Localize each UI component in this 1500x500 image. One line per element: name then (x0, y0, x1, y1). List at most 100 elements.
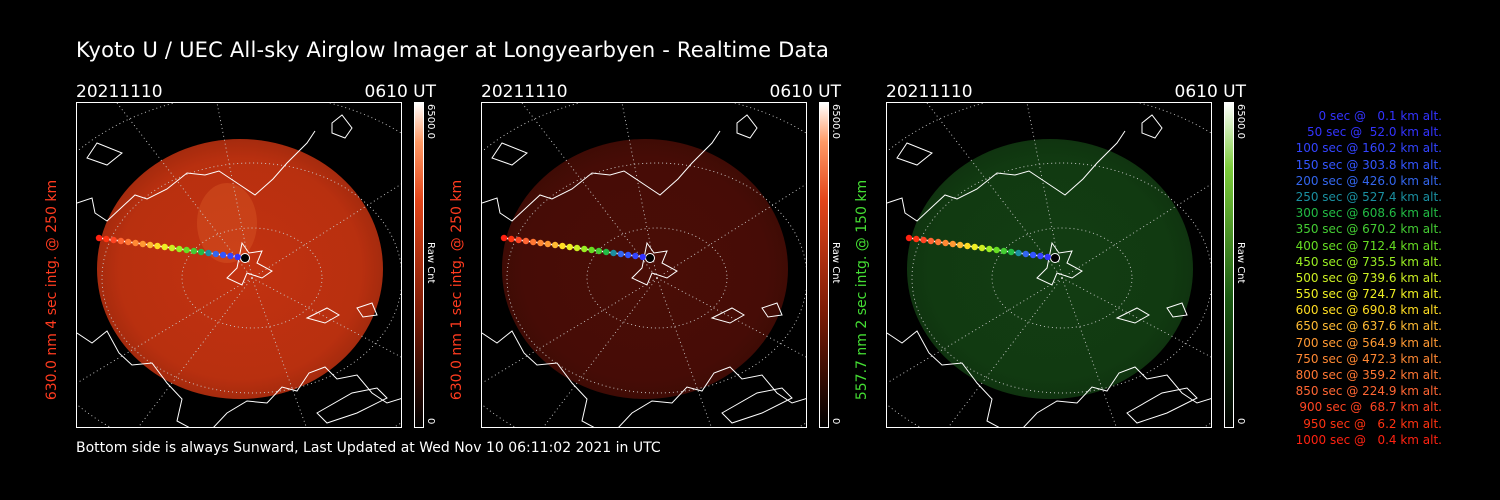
legend-item: 0 sec @ 0.1 km alt. (1307, 109, 1442, 123)
panel-time: 0610 UT (769, 82, 842, 102)
trajectory-point (993, 246, 1000, 254)
legend-item: 550 sec @ 724.7 km alt. (1291, 287, 1442, 302)
colorbar (1224, 102, 1234, 428)
graticule (77, 103, 401, 427)
trajectory-point (132, 239, 139, 247)
legend-item: 600 sec @ 690.8 km alt. (1291, 303, 1442, 318)
trajectory-point (566, 243, 573, 251)
legend-item: 900 sec @ 68.7 km alt. (1295, 400, 1442, 415)
coastlines (77, 114, 401, 427)
allsky-image (76, 102, 402, 428)
trajectory-point (624, 251, 632, 259)
legend-item: 350 sec @ 670.2 km alt. (1291, 222, 1442, 237)
airglow-disk (97, 139, 383, 399)
trajectory-point (1015, 249, 1022, 257)
trajectory-point (508, 235, 515, 243)
trajectory-point (103, 235, 110, 243)
legend-item: 500 sec @ 739.6 km alt. (1291, 270, 1442, 285)
trajectory-point (942, 239, 949, 247)
trajectory-point (240, 253, 250, 263)
trajectory-point (500, 234, 508, 242)
legend-item: 1000 sec @ 0.4 km alt. (1295, 432, 1442, 447)
panel-wavelength-label: 630.0 nm 1 sec intg. @ 250 km (449, 179, 465, 401)
trajectory-point (913, 235, 920, 243)
trajectory-point (95, 234, 103, 242)
trajectory-point (1044, 253, 1051, 261)
legend-item: 150 sec @ 303.8 km alt. (1291, 157, 1442, 172)
trajectory-point (1022, 250, 1029, 258)
legend-item: 50 sec @ 52.0 km alt. (1299, 125, 1442, 140)
airglow-disk (502, 139, 788, 399)
trajectory-point (212, 250, 219, 258)
trajectory-point (610, 249, 617, 257)
legend-item: 850 sec @ 224.9 km alt. (1291, 384, 1442, 399)
trajectory-point (146, 241, 154, 249)
trajectory-point (205, 249, 212, 257)
panel-wavelength-label: 557.7 nm 2 sec intg. @ 150 km (854, 179, 870, 401)
legend-item: 750 sec @ 472.3 km alt. (1291, 351, 1442, 366)
trajectory-point (190, 247, 198, 255)
trajectory-point (522, 237, 530, 245)
colorbar (414, 102, 424, 428)
trajectory-point (645, 253, 655, 263)
trajectory (95, 234, 250, 263)
trajectory (905, 234, 1060, 263)
trajectory-point (559, 242, 566, 250)
trajectory-point (544, 240, 551, 248)
airglow-panel-630-4s: 20211110 0610 UT 630.0 nm 4 sec intg. @ 25… (44, 80, 437, 440)
colorbar-unit: Raw Cnt (830, 242, 841, 284)
trajectory-point (573, 244, 581, 252)
trajectory-point (515, 236, 522, 244)
airglow-panel-557-2s: 20211110 0610 UT 557.7 nm 2 sec intg. @ 15… (854, 80, 1247, 440)
trajectory-point (176, 245, 183, 253)
colorbar-max: 6500.0 (830, 104, 841, 139)
trajectory-point (1050, 253, 1060, 263)
trajectory-point (978, 244, 986, 252)
page-title: Kyoto U / UEC All-sky Airglow Imager at … (76, 38, 830, 62)
trajectory-point (161, 243, 168, 251)
colorbar-min: 0 (425, 418, 436, 425)
trajectory-point (964, 242, 971, 250)
trajectory-point (1008, 248, 1015, 256)
trajectory-point (588, 246, 595, 254)
trajectory-point (234, 253, 241, 261)
trajectory-point (537, 239, 544, 247)
trajectory-point (595, 247, 603, 255)
legend-item: 950 sec @ 6.2 km alt. (1299, 416, 1442, 431)
trajectory-point (168, 244, 176, 252)
footer-note: Bottom side is always Sunward, Last Upda… (76, 440, 661, 456)
graticule (482, 103, 806, 427)
colorbar-unit: Raw Cnt (425, 242, 436, 284)
trajectory-point (986, 245, 993, 253)
trajectory-point (154, 242, 161, 250)
legend-item: 300 sec @ 608.6 km alt. (1291, 206, 1442, 221)
panel-date: 20211110 (481, 82, 568, 102)
trajectory-point (1000, 247, 1008, 255)
legend-item: 450 sec @ 735.5 km alt. (1291, 254, 1442, 269)
legend-item: 400 sec @ 712.4 km alt. (1291, 238, 1442, 253)
trajectory-point (530, 238, 537, 246)
coastlines (482, 114, 806, 427)
trajectory-point (935, 238, 942, 246)
trajectory-point (183, 246, 190, 254)
panel-time: 0610 UT (364, 82, 437, 102)
allsky-image (481, 102, 807, 428)
panel-date: 20211110 (886, 82, 973, 102)
trajectory-point (581, 245, 588, 253)
colorbar-unit: Raw Cnt (1235, 242, 1246, 284)
panel-date: 20211110 (76, 82, 163, 102)
trajectory-point (905, 234, 913, 242)
trajectory-point (971, 243, 978, 251)
airglow-panel-630-1s: 20211110 0610 UT 630.0 nm 1 sec intg. @ 25… (449, 80, 842, 440)
trajectory-point (920, 236, 927, 244)
trajectory-point (956, 241, 964, 249)
trajectory-point (927, 237, 935, 245)
trajectory-point (603, 248, 610, 256)
panel-wavelength-label: 630.0 nm 4 sec intg. @ 250 km (44, 179, 60, 401)
trajectory (500, 234, 655, 263)
trajectory-point (125, 238, 132, 246)
graticule (887, 103, 1211, 427)
panel-time: 0610 UT (1174, 82, 1247, 102)
trajectory-point (1037, 252, 1044, 260)
legend-item: 800 sec @ 359.2 km alt. (1291, 368, 1442, 382)
